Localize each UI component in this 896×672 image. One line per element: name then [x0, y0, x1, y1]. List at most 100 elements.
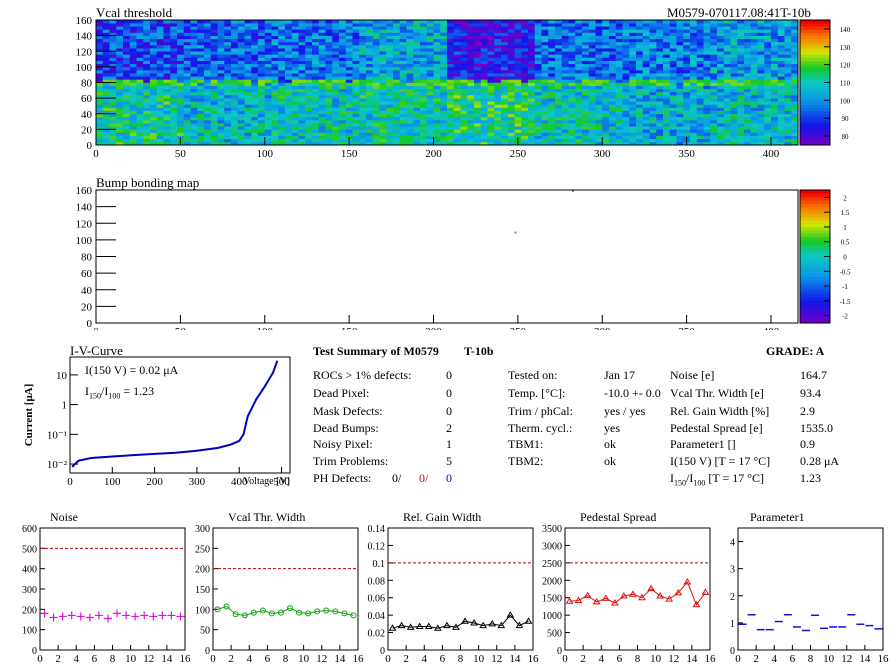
heatmap-cell [271, 107, 279, 111]
heatmap-cell [372, 48, 380, 52]
heatmap-cell [575, 57, 583, 61]
heatmap-cell [501, 129, 509, 133]
heatmap-cell [406, 32, 414, 36]
heatmap-cell [420, 79, 428, 83]
heatmap-cell [426, 132, 434, 136]
heatmap-cell [258, 54, 266, 58]
data-point [277, 609, 284, 616]
heatmap-cell [183, 45, 191, 49]
heatmap-cell [399, 82, 407, 86]
heatmap-cell [575, 29, 583, 33]
heatmap-cell [399, 104, 407, 108]
heatmap-cell [177, 107, 185, 111]
heatmap-cell [433, 32, 441, 36]
heatmap-cell [217, 113, 225, 118]
heatmap-cell [170, 107, 178, 111]
y-tick-label: 500 [22, 544, 37, 555]
heatmap-cell [325, 110, 333, 115]
y-tick-label: 2000 [542, 576, 562, 587]
heatmap-cell [710, 70, 718, 74]
heatmap-cell [102, 110, 110, 115]
data-point [122, 611, 131, 620]
heatmap-cell [696, 88, 704, 93]
heatmap-cell [170, 79, 178, 83]
heatmap-cell [453, 104, 461, 108]
heatmap-cell [663, 107, 671, 111]
heatmap-cell [345, 35, 353, 40]
heatmap-cell [575, 107, 583, 111]
heatmap-cell [791, 98, 799, 102]
heatmap-cell [663, 126, 671, 130]
heatmap-cell [595, 107, 603, 111]
data-point [350, 612, 357, 619]
heatmap-cell [224, 32, 232, 36]
heatmap-cell [339, 51, 347, 55]
colorbar-segment [800, 132, 830, 137]
heatmap-cell [406, 116, 414, 121]
heatmap-cell [332, 66, 340, 71]
heatmap-cell [271, 20, 279, 24]
heatmap-cell [521, 38, 529, 43]
heatmap-cell [447, 57, 455, 61]
heatmap-cell [460, 113, 468, 118]
heatmap-cell [690, 60, 698, 65]
heatmap-cell [649, 126, 657, 130]
heatmap-cell [602, 57, 610, 61]
heatmap-cell [372, 141, 380, 146]
heatmap-cell [251, 48, 259, 52]
heatmap-cell [210, 107, 218, 111]
heatmap-cell [730, 23, 738, 27]
heatmap-cell [210, 138, 218, 143]
heatmap-cell [386, 79, 394, 83]
heatmap-cell [366, 98, 374, 102]
heatmap-cell [609, 98, 617, 102]
heatmap-cell [582, 104, 590, 108]
heatmap-cell [717, 110, 725, 115]
heatmap-cell [602, 129, 610, 133]
heatmap-cell [568, 85, 576, 90]
heatmap-cell [339, 126, 347, 130]
heatmap-cell [339, 20, 347, 24]
heatmap-cell [507, 82, 515, 86]
heatmap-cell [501, 41, 509, 46]
heatmap-cell [366, 82, 374, 86]
heatmap-cell [339, 120, 347, 124]
heatmap-cell [568, 45, 576, 49]
heatmap-cell [298, 135, 306, 140]
heatmap-cell [116, 29, 124, 33]
heatmap-cell [649, 70, 657, 74]
heatmap-cell [771, 76, 779, 80]
heatmap-cell [568, 51, 576, 55]
heatmap-cell [305, 104, 313, 108]
heatmap-cell [197, 107, 205, 111]
heatmap-cell [467, 54, 475, 58]
data-point [665, 595, 674, 602]
heatmap-cell [582, 38, 590, 43]
heatmap-cell [183, 23, 191, 27]
heatmap-cell [332, 129, 340, 133]
colorbar-segment [800, 123, 830, 127]
colorbar-segment [800, 289, 830, 294]
heatmap-cell [271, 95, 279, 99]
heatmap-cell [460, 20, 468, 24]
heatmap-cell [143, 132, 151, 136]
heatmap-cell [615, 23, 623, 27]
x-tick-label: 4 [74, 653, 80, 665]
heatmap-cell [777, 95, 785, 99]
heatmap-cell [541, 45, 549, 49]
heatmap-cell [750, 138, 758, 143]
heatmap-cell [622, 113, 630, 118]
vcal-threshold-heatmap: 0 50 100 150 200 250 300 350 4000204060801001201… [76, 15, 851, 160]
heatmap-cell [447, 135, 455, 140]
heatmap-cell [406, 70, 414, 74]
heatmap-cell [143, 38, 151, 43]
heatmap-cell [156, 60, 164, 65]
heatmap-cell [649, 32, 657, 36]
heatmap-cell [656, 132, 664, 136]
heatmap-cell [237, 120, 245, 124]
heatmap-cell [703, 82, 711, 86]
heatmap-cell [663, 73, 671, 77]
heatmap-cell [96, 63, 104, 68]
heatmap-cell [102, 57, 110, 61]
x-tick-label: 350 [678, 148, 695, 160]
